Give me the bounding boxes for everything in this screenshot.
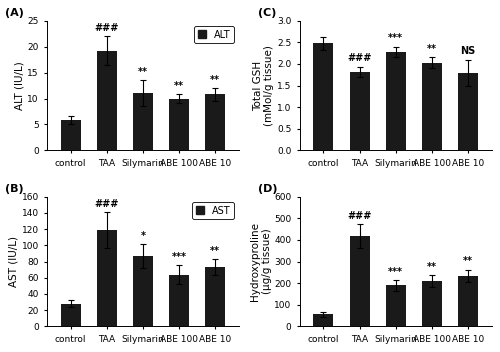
Bar [350,235,370,326]
Text: **: ** [210,246,220,256]
Y-axis label: Total GSH
(mMol/g tissue): Total GSH (mMol/g tissue) [253,45,274,126]
Text: ###: ### [94,199,119,209]
Bar [314,314,334,326]
Bar [133,256,153,326]
Text: **: ** [210,75,220,85]
Text: **: ** [174,81,184,91]
Y-axis label: ALT (IU/L): ALT (IU/L) [14,61,24,110]
Bar [169,99,189,150]
Text: ###: ### [348,54,372,63]
Bar [206,267,226,326]
Bar [206,94,226,150]
Text: ###: ### [348,210,372,221]
Legend: AST: AST [192,202,234,219]
Text: **: ** [138,67,148,77]
Text: ###: ### [94,23,119,33]
Text: **: ** [427,44,437,54]
Text: (D): (D) [258,184,277,194]
Bar [386,52,406,150]
Bar [422,281,442,326]
Text: (B): (B) [5,184,24,194]
Text: **: ** [427,262,437,272]
Bar [169,275,189,326]
Text: ***: *** [172,252,186,262]
Text: (C): (C) [258,8,276,18]
Text: NS: NS [460,46,476,56]
Text: ***: *** [388,267,404,277]
Bar [133,93,153,150]
Bar [314,43,334,150]
Legend: ALT: ALT [194,26,234,43]
Text: (A): (A) [5,8,24,18]
Bar [458,73,478,150]
Bar [458,276,478,326]
Bar [60,304,80,326]
Bar [386,285,406,326]
Bar [97,230,116,326]
Bar [422,63,442,150]
Y-axis label: Hydroxyproline
(μg/g tissue): Hydroxyproline (μg/g tissue) [250,222,272,301]
Text: **: ** [463,256,473,266]
Text: ***: *** [388,33,404,43]
Bar [97,51,116,150]
Y-axis label: AST (IU/L): AST (IU/L) [8,236,18,287]
Bar [350,72,370,150]
Bar [60,120,80,150]
Text: *: * [140,231,145,240]
